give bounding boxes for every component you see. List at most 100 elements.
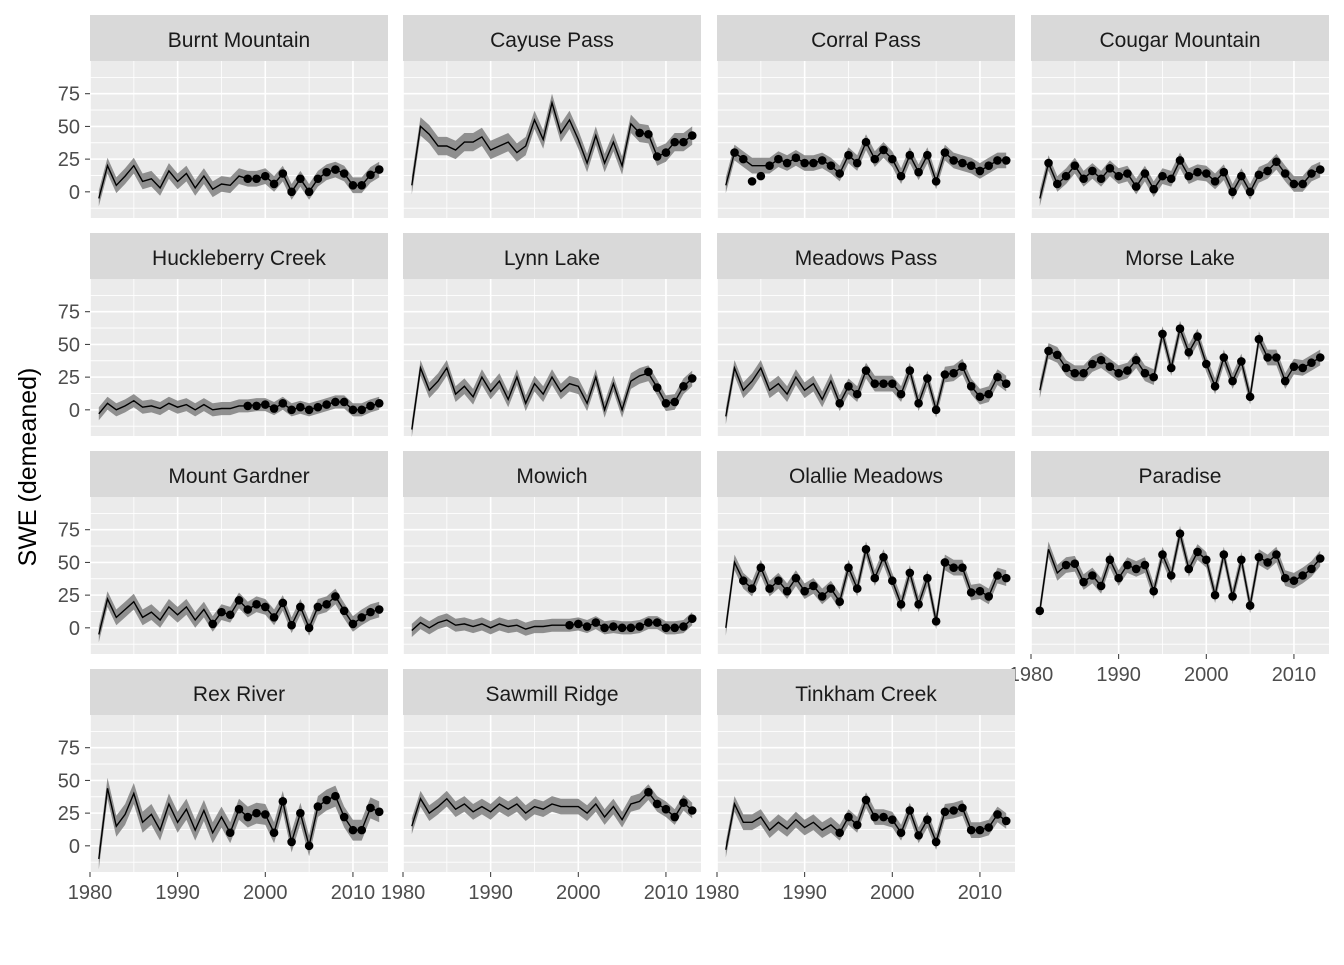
point-corral-pass [905, 150, 915, 160]
point-cougar-mountain [1175, 156, 1185, 165]
point-paradise [1272, 550, 1281, 559]
point-cayuse-pass [661, 148, 671, 157]
point-tinkham-creek [1001, 816, 1011, 826]
point-rex-river [366, 803, 375, 813]
point-lynn-lake [679, 381, 688, 391]
point-tinkham-creek [923, 815, 932, 824]
point-mowich [617, 623, 627, 633]
point-paradise [1088, 571, 1097, 580]
point-paradise [1035, 606, 1045, 616]
strip-label-lynn-lake: Lynn Lake [504, 247, 600, 270]
panel-morse-lake [1031, 279, 1329, 436]
point-morse-lake [1272, 353, 1281, 362]
point-corral-pass [852, 158, 862, 168]
point-corral-pass [966, 161, 976, 170]
point-corral-pass [975, 166, 985, 176]
point-rex-river [296, 808, 305, 818]
strip-mowich [403, 451, 701, 497]
point-morse-lake [1114, 368, 1123, 378]
point-morse-lake [1088, 359, 1097, 369]
point-mount-gardner [374, 605, 384, 614]
point-morse-lake [1298, 363, 1308, 373]
x-tick-label: 1980 [1009, 664, 1054, 686]
strip-label-tinkham-creek: Tinkham Creek [795, 683, 937, 706]
point-olallie-meadows [817, 592, 827, 601]
point-mount-gardner [252, 599, 261, 609]
point-huckleberry-creek [269, 404, 279, 413]
point-tinkham-creek [879, 812, 888, 822]
point-paradise [1201, 555, 1211, 565]
point-paradise [1070, 559, 1080, 569]
point-mount-gardner [243, 605, 253, 614]
point-sawmill-ridge [670, 812, 680, 822]
point-corral-pass [984, 161, 994, 170]
point-lynn-lake [644, 367, 653, 377]
strip-label-paradise: Paradise [1139, 465, 1222, 488]
point-olallie-meadows [923, 573, 932, 583]
point-tinkham-creek [940, 807, 950, 817]
point-cougar-mountain [1315, 165, 1325, 174]
point-olallie-meadows [914, 599, 923, 609]
point-morse-lake [1219, 353, 1229, 362]
point-morse-lake [1096, 355, 1106, 365]
point-huckleberry-creek [348, 405, 358, 415]
strip-label-olallie-meadows: Olallie Meadows [789, 465, 943, 488]
point-paradise [1245, 601, 1255, 610]
ribbon-cayuse-pass [411, 93, 693, 195]
point-burnt-mountain [331, 165, 340, 174]
point-corral-pass [879, 145, 888, 155]
point-morse-lake [1237, 357, 1246, 366]
point-burnt-mountain [366, 170, 375, 180]
point-meadows-pass [870, 379, 880, 388]
point-morse-lake [1315, 353, 1325, 362]
point-mount-gardner [331, 592, 340, 601]
point-rex-river [339, 812, 349, 822]
point-mount-gardner [269, 613, 279, 622]
point-cougar-mountain [1280, 169, 1290, 178]
point-rex-river [278, 797, 288, 806]
y-tick-label: 75 [58, 520, 80, 542]
y-tick-label: 25 [58, 803, 80, 825]
strip-label-meadows-pass: Meadows Pass [795, 247, 937, 270]
point-burnt-mountain [348, 180, 358, 190]
point-meadows-pass [993, 372, 1002, 382]
point-corral-pass [958, 158, 967, 168]
point-paradise [1096, 581, 1106, 591]
point-cougar-mountain [1105, 163, 1115, 173]
point-huckleberry-creek [296, 402, 305, 412]
point-mount-gardner [339, 606, 349, 616]
point-paradise [1079, 577, 1088, 587]
ribbon-olallie-meadows [725, 541, 1007, 636]
point-rex-river [374, 807, 384, 817]
point-mount-gardner [278, 598, 288, 608]
point-corral-pass [887, 154, 897, 164]
ribbon-lynn-lake [411, 360, 693, 438]
point-cougar-mountain [1201, 169, 1211, 178]
point-paradise [1166, 571, 1176, 580]
point-meadows-pass [887, 379, 897, 388]
point-corral-pass [809, 158, 818, 168]
y-tick-label: 0 [69, 182, 80, 204]
point-mount-gardner [322, 599, 331, 609]
point-cougar-mountain [1307, 169, 1316, 178]
point-paradise [1280, 573, 1290, 583]
point-cougar-mountain [1245, 187, 1255, 197]
point-mount-gardner [348, 619, 358, 629]
point-paradise [1263, 558, 1272, 567]
point-paradise [1237, 555, 1246, 565]
strip-label-corral-pass: Corral Pass [811, 29, 921, 52]
point-morse-lake [1307, 358, 1316, 368]
point-cougar-mountain [1079, 174, 1088, 184]
point-meadows-pass [896, 389, 906, 399]
y-axis-label: SWE (demeaned) [14, 368, 42, 567]
x-tick-label: 1990 [782, 882, 827, 904]
point-cougar-mountain [1088, 166, 1097, 176]
strip-label-rex-river: Rex River [193, 683, 285, 706]
point-morse-lake [1140, 368, 1150, 378]
point-tinkham-creek [835, 828, 845, 838]
point-mount-gardner [304, 623, 314, 633]
point-paradise [1158, 550, 1167, 559]
point-mount-gardner [208, 619, 218, 629]
point-corral-pass [923, 150, 932, 160]
point-morse-lake [1245, 392, 1255, 402]
